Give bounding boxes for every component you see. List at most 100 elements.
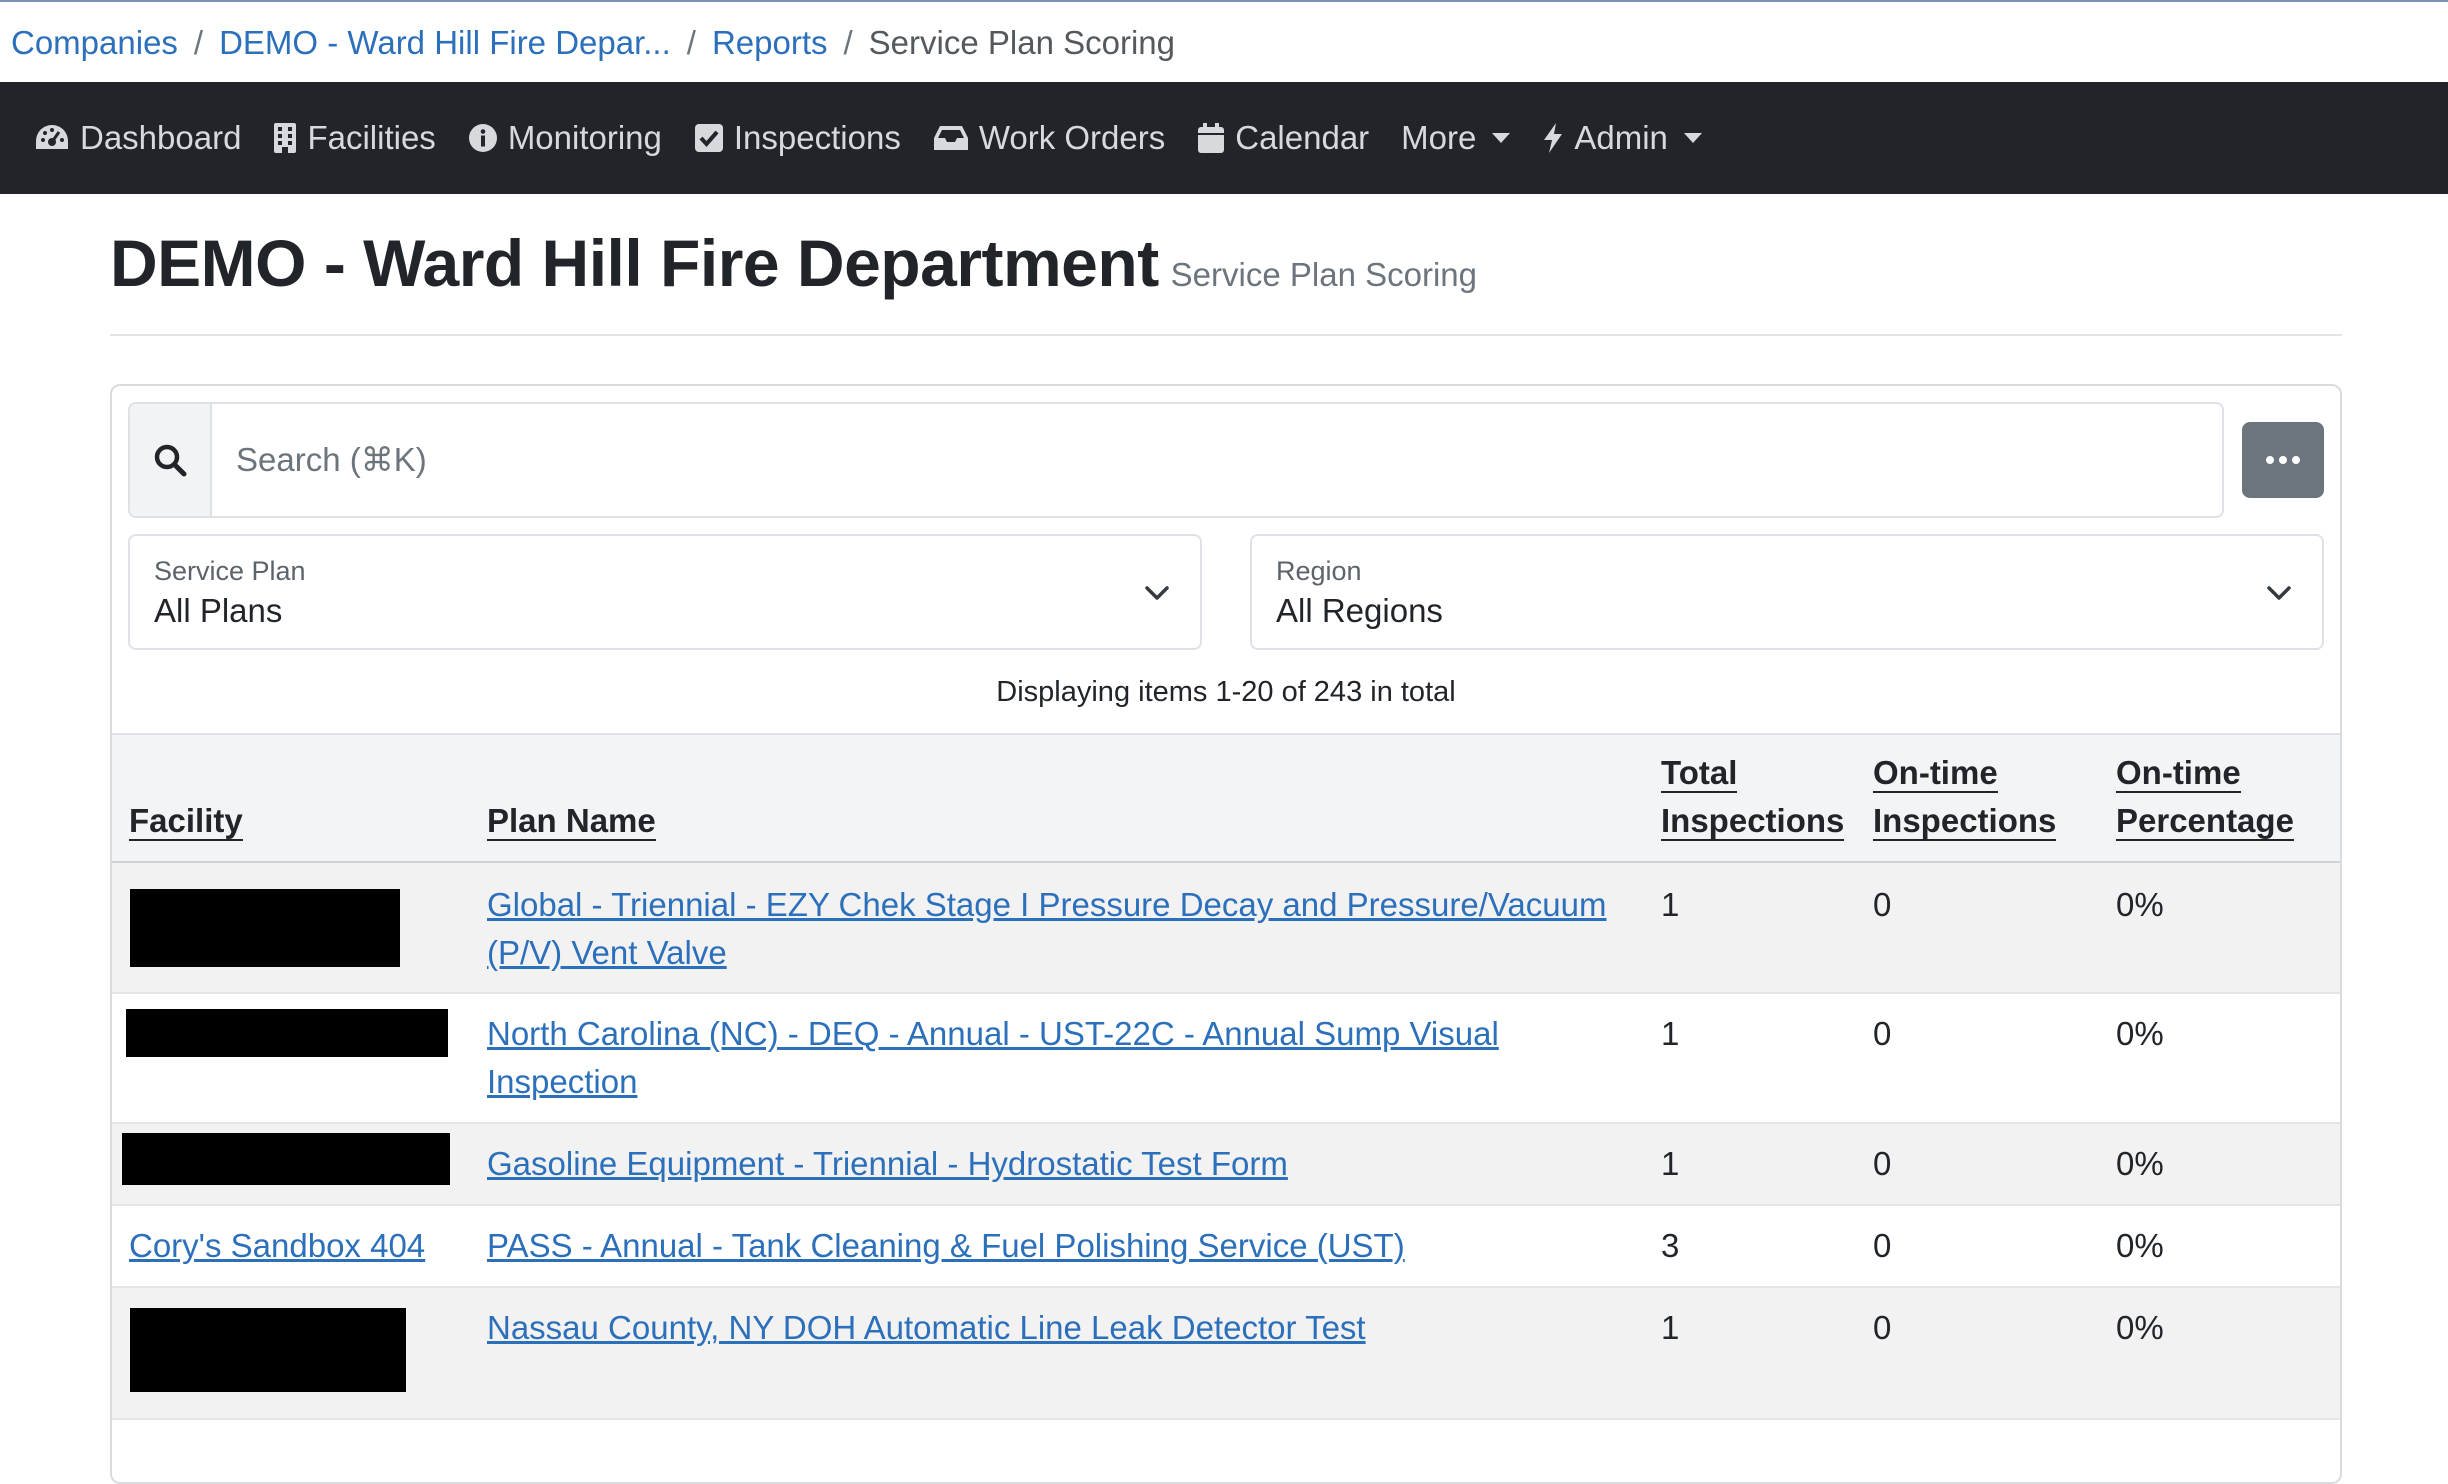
- plan-name-cell: North Carolina (NC) - DEQ - Annual - UST…: [487, 1010, 1499, 1106]
- header-text: Plan Name: [487, 802, 656, 841]
- building-icon: [274, 123, 297, 153]
- plan-name-line2: Inspection: [487, 1063, 638, 1100]
- ontime-percentage-cell: 0%: [2116, 1015, 2164, 1052]
- plan-name-cell: Gasoline Equipment - Triennial - Hydrost…: [487, 1140, 1288, 1188]
- plan-name-link[interactable]: Global - Triennial - EZY Chek Stage I Pr…: [487, 886, 1606, 971]
- total-inspections-cell: 1: [1661, 1015, 1680, 1052]
- top-border-line: [0, 0, 2448, 2]
- breadcrumb-separator: /: [843, 24, 853, 61]
- header-text: Percentage: [2116, 802, 2294, 841]
- nav-more-dropdown[interactable]: More: [1401, 119, 1511, 157]
- plan-name-cell: Nassau County, NY DOH Automatic Line Lea…: [487, 1304, 1366, 1352]
- nav-label: Work Orders: [978, 119, 1166, 156]
- ellipsis-icon: [2266, 456, 2274, 464]
- breadcrumb-current: Service Plan Scoring: [868, 24, 1175, 61]
- column-header-ontime-inspections[interactable]: On-time Inspections: [1873, 749, 2057, 845]
- nav-work-orders[interactable]: Work Orders: [933, 119, 1165, 157]
- chevron-down-icon: [1145, 586, 1169, 600]
- ontime-percentage-cell: 0%: [2116, 1227, 2164, 1264]
- nav-label: More: [1401, 119, 1477, 156]
- main-navbar: Dashboard Facilities Monitoring Inspecti…: [0, 82, 2448, 194]
- nav-monitoring[interactable]: Monitoring: [468, 119, 662, 157]
- nav-inspections[interactable]: Inspections: [694, 119, 901, 157]
- header-text: On-time: [1873, 754, 1998, 793]
- calendar-icon: [1198, 123, 1225, 153]
- nav-label: Monitoring: [507, 119, 662, 156]
- plan-name-line2: (P/V) Vent Valve: [487, 934, 727, 971]
- breadcrumb-link-companies[interactable]: Companies: [11, 24, 178, 61]
- region-value: All Regions: [1276, 592, 1443, 629]
- caret-down-icon: [1492, 133, 1511, 143]
- header-text: Inspections: [1661, 802, 1845, 841]
- ontime-inspections-cell: 0: [1873, 1227, 1892, 1264]
- table-row: Cory's Sandbox 404 PASS - Annual - Tank …: [112, 1206, 2340, 1288]
- redacted-facility: [130, 889, 400, 967]
- nav-admin-dropdown[interactable]: Admin: [1542, 119, 1702, 157]
- header-text: Total: [1661, 754, 1738, 793]
- breadcrumb-link-company[interactable]: DEMO - Ward Hill Fire Depar...: [219, 24, 671, 61]
- plan-name-link[interactable]: PASS - Annual - Tank Cleaning & Fuel Pol…: [487, 1227, 1405, 1264]
- info-circle-icon: [468, 124, 497, 152]
- plan-name-cell: PASS - Annual - Tank Cleaning & Fuel Pol…: [487, 1222, 1405, 1270]
- ellipsis-dot: [2279, 456, 2287, 464]
- ontime-percentage-cell: 0%: [2116, 1309, 2164, 1346]
- region-select[interactable]: Region All Regions: [1250, 534, 2324, 650]
- ontime-percentage-cell: 0%: [2116, 1145, 2164, 1182]
- plan-name-cell: Global - Triennial - EZY Chek Stage I Pr…: [487, 881, 1606, 977]
- search-addon: [130, 404, 212, 516]
- chevron-down-icon: [2267, 586, 2291, 600]
- total-inspections-cell: 1: [1661, 886, 1680, 923]
- table-row: Gasoline Equipment - Triennial - Hydrost…: [112, 1124, 2340, 1206]
- nav-facilities[interactable]: Facilities: [273, 119, 436, 157]
- redacted-facility: [130, 1308, 406, 1392]
- ontime-inspections-cell: 0: [1873, 1309, 1892, 1346]
- bolt-icon: [1544, 123, 1563, 153]
- search-icon: [154, 444, 187, 477]
- header-text: On-time: [2116, 754, 2241, 793]
- nav-label: Inspections: [733, 119, 901, 156]
- plan-name-link[interactable]: Nassau County, NY DOH Automatic Line Lea…: [487, 1309, 1366, 1346]
- breadcrumb-link-reports[interactable]: Reports: [711, 24, 828, 61]
- nav-dashboard[interactable]: Dashboard: [34, 119, 241, 157]
- header-text: Inspections: [1873, 802, 2057, 841]
- redacted-facility: [122, 1133, 450, 1185]
- table-row: North Carolina (NC) - DEQ - Annual - UST…: [112, 994, 2340, 1124]
- nav-calendar[interactable]: Calendar: [1197, 119, 1369, 157]
- column-header-ontime-percentage[interactable]: On-time Percentage: [2116, 749, 2294, 845]
- header-text: Facility: [129, 802, 243, 841]
- plan-name-link[interactable]: North Carolina (NC) - DEQ - Annual - UST…: [487, 1015, 1499, 1100]
- total-inspections-cell: 3: [1661, 1227, 1680, 1264]
- region-label: Region: [1276, 556, 1362, 586]
- nav-label: Admin: [1574, 119, 1668, 156]
- breadcrumb-separator: /: [686, 24, 696, 61]
- total-inspections-cell: 1: [1661, 1309, 1680, 1346]
- ontime-percentage-cell: 0%: [2116, 886, 2164, 923]
- more-options-button[interactable]: [2242, 422, 2324, 498]
- search-input[interactable]: [212, 404, 2222, 516]
- nav-label: Dashboard: [80, 119, 242, 156]
- column-header-facility[interactable]: Facility: [129, 797, 243, 845]
- plan-name-line1: Global - Triennial - EZY Chek Stage I Pr…: [487, 886, 1607, 923]
- column-header-plan-name[interactable]: Plan Name: [487, 797, 656, 845]
- table-row: Nassau County, NY DOH Automatic Line Lea…: [112, 1288, 2340, 1420]
- plan-name-link[interactable]: Gasoline Equipment - Triennial - Hydrost…: [487, 1145, 1288, 1182]
- nav-label: Facilities: [307, 119, 436, 156]
- breadcrumb-separator: /: [193, 24, 204, 61]
- nav-label: Calendar: [1235, 119, 1370, 156]
- plan-name-line1: North Carolina (NC) - DEQ - Annual - UST…: [487, 1015, 1499, 1052]
- caret-down-icon: [1683, 133, 1702, 143]
- page-title: DEMO - Ward Hill Fire Department: [110, 226, 1159, 300]
- ontime-inspections-cell: 0: [1873, 1145, 1892, 1182]
- service-plan-value: All Plans: [154, 592, 283, 629]
- ellipsis-dot: [2292, 456, 2300, 464]
- check-square-icon: [694, 124, 723, 152]
- column-header-total-inspections[interactable]: Total Inspections: [1661, 749, 1845, 845]
- table-row: Global - Triennial - EZY Chek Stage I Pr…: [112, 863, 2340, 994]
- service-plan-select[interactable]: Service Plan All Plans: [128, 534, 1202, 650]
- total-inspections-cell: 1: [1661, 1145, 1680, 1182]
- page-header: DEMO - Ward Hill Fire Department Service…: [110, 225, 1477, 301]
- ontime-inspections-cell: 0: [1873, 886, 1892, 923]
- page-subtitle: Service Plan Scoring: [1170, 256, 1477, 293]
- facility-link[interactable]: Cory's Sandbox 404: [129, 1227, 426, 1264]
- breadcrumb: Companies / DEMO - Ward Hill Fire Depar.…: [11, 20, 1175, 66]
